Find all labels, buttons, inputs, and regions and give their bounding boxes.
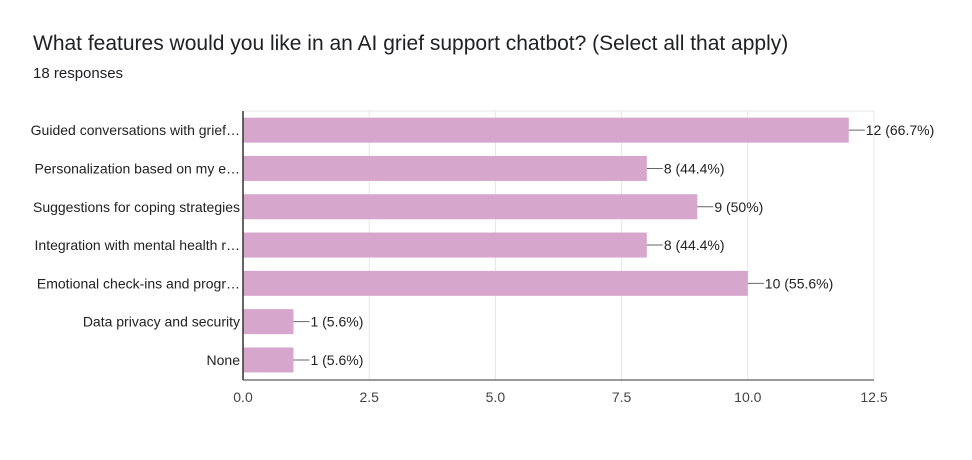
data-label: 12 (66.7%) xyxy=(866,122,934,138)
bar xyxy=(243,117,849,143)
data-label: 1 (5.6%) xyxy=(310,314,363,330)
x-tick-label: 12.5 xyxy=(860,389,887,405)
category-label: Suggestions for coping strategies xyxy=(33,199,240,215)
bar xyxy=(243,232,647,258)
chart-title: What features would you like in an AI gr… xyxy=(33,32,789,55)
data-label: 9 (50%) xyxy=(714,199,763,215)
data-label: 10 (55.6%) xyxy=(765,275,833,291)
category-label: Data privacy and security xyxy=(83,314,240,330)
x-tick-label: 7.5 xyxy=(612,389,632,405)
x-tick-label: 10.0 xyxy=(734,389,761,405)
x-tick-label: 2.5 xyxy=(359,389,379,405)
data-label: 1 (5.6%) xyxy=(310,352,363,368)
x-tick-label: 5.0 xyxy=(486,389,506,405)
response-count: 18 responses xyxy=(33,65,124,82)
axes xyxy=(242,111,874,381)
category-label: Guided conversations with grief… xyxy=(31,122,240,138)
bars xyxy=(243,117,849,373)
category-label: Integration with mental health r… xyxy=(35,237,240,253)
bar xyxy=(243,347,294,373)
grid-lines xyxy=(243,110,875,380)
bar xyxy=(243,270,748,296)
category-label: Emotional check-ins and progr… xyxy=(37,275,240,291)
category-label: None xyxy=(207,352,241,368)
labels: 0.0 2.5 5.0 7.5 10.0 12.5 Guided conversations… xyxy=(31,122,935,405)
category-label: Personalization based on my e… xyxy=(35,160,240,176)
bar xyxy=(243,309,294,335)
x-tick-label: 0.0 xyxy=(233,389,253,405)
bar xyxy=(243,155,647,181)
bar xyxy=(243,194,698,220)
data-label: 8 (44.4%) xyxy=(664,160,725,176)
data-label: 8 (44.4%) xyxy=(664,237,725,253)
